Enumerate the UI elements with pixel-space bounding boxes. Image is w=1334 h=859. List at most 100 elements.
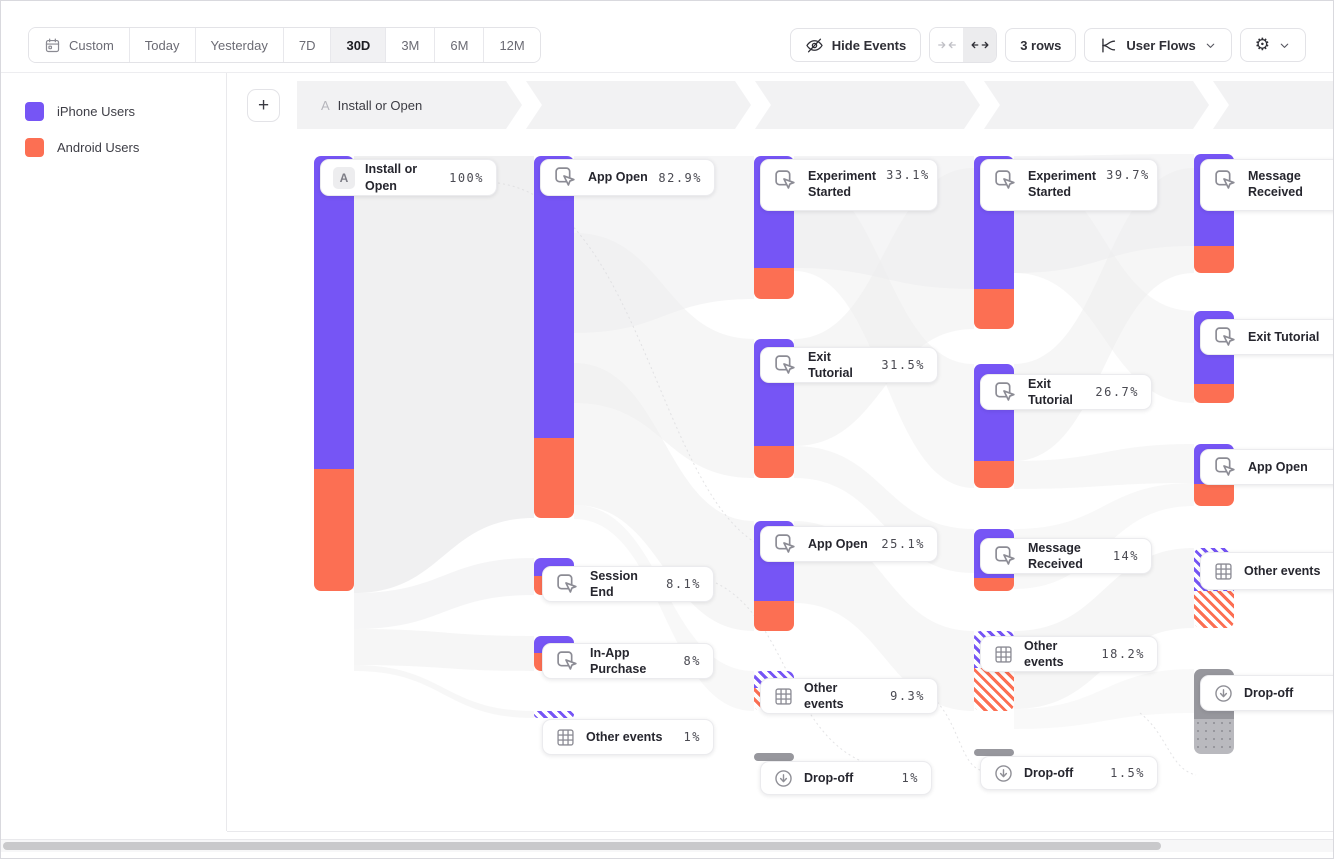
flow-ribbon [1014,444,1194,489]
gear-icon: ⚙ [1254,34,1270,55]
node-card-other-events[interactable]: Other events 18.2% [980,636,1158,672]
node-label: Exit Tutorial [1028,376,1073,407]
node-label: Experiment Started [808,169,877,200]
node-label: Other events [1244,563,1321,578]
legend-item[interactable]: iPhone Users [1,94,226,130]
click-event-icon [553,165,578,190]
add-step-button[interactable]: + [247,89,280,122]
bar-segment-orange [754,268,794,299]
canvas-bottom-border [227,831,1333,832]
bar-segment-orange [974,289,1014,329]
collapse-columns-button[interactable] [930,28,964,62]
node-label: Drop-off [1024,765,1074,780]
node-label: App Open [1248,459,1308,474]
date-range-30d[interactable]: 30D [331,28,387,62]
legend-item[interactable]: Android Users [1,130,226,166]
flow-ribbon [1014,168,1194,403]
node-card-app-open[interactable]: App Open [1200,449,1333,485]
node-card-in-app-purchase[interactable]: In-App Purchase 8% [542,643,714,679]
node-percentage: 8% [683,654,701,668]
date-range-12m[interactable]: 12M [484,28,540,62]
node-card-exit-tutorial[interactable]: Exit Tutorial 31.5% [760,347,938,383]
date-range-label: 3M [401,37,420,53]
node-card-session-end[interactable]: Session End 8.1% [542,566,714,602]
node-label: Other events [804,680,844,711]
chevron-down-icon [1278,39,1291,52]
scrollbar-thumb[interactable] [3,842,1161,850]
date-range-7d[interactable]: 7D [283,28,332,62]
step-header-segment[interactable] [984,81,1209,129]
node-card-other-events[interactable]: Other events [1200,552,1333,590]
toolbar: Custom Today Yesterday 7D 30D 3M 6M 12M Hide Ev… [1,1,1333,72]
node-card-exit-tutorial[interactable]: Exit Tutorial 26.7% [980,374,1152,410]
step-header-segment[interactable] [755,81,980,129]
horizontal-scrollbar[interactable] [1,839,1333,852]
bar-segment-orange [1194,246,1234,273]
date-range-label: 12M [499,37,525,53]
node-card-experiment-started[interactable]: Experiment Started 33.1% [760,159,938,211]
node-label: App Open [588,170,648,185]
bar-segment-orange [974,461,1014,488]
node-card-drop-off[interactable]: Drop-off [1200,675,1333,711]
bar-segment-gray [974,749,1014,756]
node-percentage: 100% [449,170,484,185]
date-range-label: 7D [298,37,316,53]
flow-bar-other-events[interactable] [534,711,574,718]
bar-segment-purple [534,156,574,438]
other-events-icon [773,686,794,707]
node-label: Experiment Started [1028,169,1097,200]
hide-events-label: Hide Events [831,37,907,53]
flow-canvas: A Install or Open + A Install or Open 100% A… [228,73,1334,831]
node-percentage: 1.5% [1110,766,1145,780]
click-event-icon [555,572,580,597]
flow-bar-drop-off[interactable] [754,753,794,761]
event-badge-a: A [333,166,355,189]
bar-segment-orange_hatch [974,668,1014,711]
flow-bar-install-or-open[interactable] [314,156,354,591]
node-percentage: 9.3% [890,689,925,703]
click-event-icon [773,532,798,557]
node-label: Drop-off [1244,685,1294,700]
date-range-custom[interactable]: Custom [29,28,130,62]
flow-ribbon [574,233,754,478]
node-card-app-open[interactable]: App Open 82.9% [540,159,715,196]
step-header-segment[interactable] [526,81,751,129]
flow-bar-drop-off[interactable] [974,749,1014,756]
node-card-install-or-open[interactable]: A Install or Open 100% [320,159,497,196]
node-card-other-events[interactable]: Other events 1% [542,719,714,755]
node-label: Other events [586,729,663,744]
node-card-experiment-started[interactable]: Experiment Started 39.7% [980,159,1158,211]
rows-button[interactable]: 3 rows [1005,28,1077,62]
node-card-other-events[interactable]: Other events 9.3% [760,678,938,714]
bar-segment-orange [1194,384,1234,403]
node-card-drop-off[interactable]: Drop-off 1% [760,761,932,795]
flow-bar-app-open[interactable] [534,156,574,518]
eye-off-icon [805,36,824,55]
click-event-icon [993,380,1018,405]
date-range-today[interactable]: Today [129,28,196,62]
node-percentage: 1% [901,771,919,785]
step-header-segment[interactable] [1213,81,1334,129]
view-selector-button[interactable]: User Flows [1084,28,1232,62]
date-range-selector: Custom Today Yesterday 7D 30D 3M 6M 12M [28,27,541,63]
node-card-exit-tutorial[interactable]: Exit Tutorial [1200,319,1333,355]
legend-label: Android Users [57,140,140,155]
settings-button[interactable]: ⚙ [1239,28,1306,62]
date-range-yesterday[interactable]: Yesterday [195,28,284,62]
dropoff-icon [993,763,1014,784]
date-range-3m[interactable]: 3M [386,28,436,62]
node-card-message-received[interactable]: Message Received [1200,159,1333,211]
hide-events-button[interactable]: Hide Events [789,28,922,62]
bar-segment-purple [314,156,354,469]
step-label: Install or Open [337,97,423,113]
node-card-app-open[interactable]: App Open 25.1% [760,526,938,562]
node-card-drop-off[interactable]: Drop-off 1.5% [980,756,1158,790]
node-percentage: 25.1% [881,537,925,551]
node-card-message-received[interactable]: Message Received 14% [980,538,1152,574]
expand-columns-button[interactable] [963,28,997,62]
collapse-expand-toggle [929,27,998,63]
date-range-label: 30D [346,37,371,53]
date-range-6m[interactable]: 6M [435,28,485,62]
step-header-install-or-open[interactable]: A Install or Open [297,81,522,129]
